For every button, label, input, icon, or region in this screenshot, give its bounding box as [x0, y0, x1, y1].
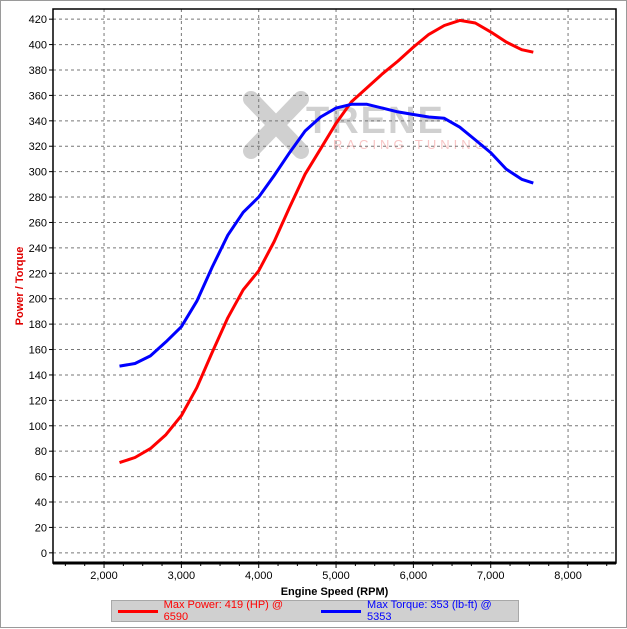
- torque-line: [119, 102, 534, 368]
- x-tick-label: 3,000: [168, 570, 196, 582]
- power-line: [119, 18, 534, 465]
- x-axis-label: Engine Speed (RPM): [281, 586, 389, 598]
- y-tick-label: 420: [29, 14, 47, 26]
- y-tick-label: 0: [41, 548, 47, 560]
- y-tick-label: 360: [29, 90, 47, 102]
- legend-power-label: Max Power: 419 (HP) @ 6590: [163, 599, 284, 623]
- y-tick-label: 160: [29, 345, 47, 357]
- y-tick-label: 320: [29, 141, 47, 153]
- y-tick-label: 180: [29, 319, 47, 331]
- y-tick-label: 280: [29, 192, 47, 204]
- y-tick-label: 340: [29, 116, 47, 128]
- y-tick-label: 20: [35, 522, 47, 534]
- y-tick-label: 220: [29, 268, 47, 280]
- legend: Max Power: 419 (HP) @ 6590 Max Torque: 3…: [111, 599, 519, 623]
- y-tick-label: 100: [29, 421, 47, 433]
- y-tick-label: 400: [29, 40, 47, 52]
- y-tick-label: 120: [29, 395, 47, 407]
- svg-text:RACING TUNING: RACING TUNING: [333, 137, 489, 152]
- y-tick-label: 260: [29, 217, 47, 229]
- x-tick-label: 6,000: [400, 570, 428, 582]
- y-tick-label: 60: [35, 472, 47, 484]
- y-tick-label: 200: [29, 294, 47, 306]
- y-tick-label: 80: [35, 446, 47, 458]
- x-tick-label: 5,000: [322, 570, 350, 582]
- y-tick-label: 40: [35, 497, 47, 509]
- y-axis-label: Power / Torque: [14, 247, 26, 326]
- y-tick-label: 380: [29, 65, 47, 77]
- x-tick-label: 2,000: [90, 570, 118, 582]
- x-tick-label: 8,000: [554, 570, 582, 582]
- legend-torque-swatch: [321, 609, 362, 613]
- plot-area: [53, 9, 616, 563]
- y-tick-label: 240: [29, 243, 47, 255]
- y-tick-label: 140: [29, 370, 47, 382]
- x-tick-label: 7,000: [477, 570, 505, 582]
- x-tick-label: 4,000: [245, 570, 273, 582]
- y-tick-label: 300: [29, 167, 47, 179]
- legend-torque-label: Max Torque: 353 (lb-ft) @ 5353: [367, 599, 492, 623]
- legend-power-swatch: [118, 609, 158, 613]
